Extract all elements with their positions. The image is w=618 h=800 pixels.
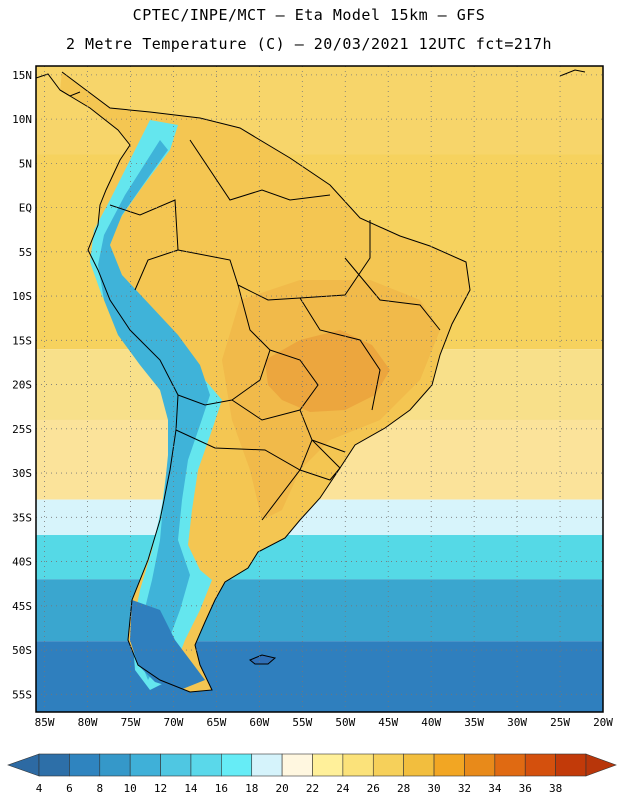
longitude-label: 65W xyxy=(206,716,226,729)
colorbar-swatch xyxy=(372,753,404,777)
longitude-label: 80W xyxy=(78,716,98,729)
latitude-label: 25S xyxy=(12,423,32,436)
longitude-label: 85W xyxy=(35,716,55,729)
latitude-label: 10N xyxy=(12,113,32,126)
colorbar-swatch xyxy=(464,753,496,777)
patagonia-cold-tip xyxy=(130,600,205,690)
colorbar-swatch xyxy=(312,753,344,777)
caribbean-islands xyxy=(559,69,586,77)
colorbar-label: 28 xyxy=(397,782,410,795)
andes-cool-band xyxy=(90,120,222,690)
longitude-label: 20W xyxy=(593,716,613,729)
longitude-label: 55W xyxy=(292,716,312,729)
colorbar-label: 14 xyxy=(184,782,198,795)
colorbar-label: 10 xyxy=(124,782,137,795)
longitude-label: 40W xyxy=(421,716,441,729)
colorbar-high-arrow xyxy=(585,753,617,777)
colorbar-label: 38 xyxy=(549,782,562,795)
latitude-label: 15S xyxy=(12,334,32,347)
map-frame xyxy=(35,65,604,713)
longitude-label: 30W xyxy=(507,716,527,729)
colorbar-swatch xyxy=(251,753,283,777)
latitude-label: 5S xyxy=(19,246,32,259)
map-title: CPTEC/INPE/MCT – Eta Model 15km – GFS xyxy=(132,6,486,24)
latitude-label: EQ xyxy=(19,202,32,215)
colorbar-swatch xyxy=(433,753,465,777)
map-panel xyxy=(36,66,603,712)
colorbar-label: 34 xyxy=(488,782,502,795)
colorbar-swatch xyxy=(160,753,192,777)
latitude-label: 50S xyxy=(12,644,32,657)
colorbar-swatch xyxy=(494,753,526,777)
colorbar-label: 4 xyxy=(36,782,43,795)
map-subtitle: 2 Metre Temperature (C) – 20/03/2021 12U… xyxy=(65,35,553,53)
colorbar-swatch xyxy=(281,753,313,777)
longitude-label: 70W xyxy=(164,716,184,729)
latitude-label: 30S xyxy=(12,467,32,480)
latitude-labels: 15N 10N 5N EQ 5S 10S 15S 20S 25S 30S 35S 40S 45S 50S 5… xyxy=(12,69,32,701)
colorbar-label: 6 xyxy=(66,782,73,795)
colorbar-swatch xyxy=(69,753,101,777)
ocean-zone-mid-ocean xyxy=(36,499,603,536)
latitude-label: 55S xyxy=(12,688,32,701)
colorbar-label: 26 xyxy=(367,782,380,795)
colorbar-swatch xyxy=(342,753,374,777)
latitude-label: 40S xyxy=(12,556,32,569)
colorbar-label: 30 xyxy=(427,782,440,795)
colorbar-label: 20 xyxy=(275,782,288,795)
colorbar-swatch xyxy=(555,753,587,777)
longitude-label: 25W xyxy=(550,716,570,729)
ocean-zone-polar-ocean xyxy=(36,641,603,712)
hot-interior-core xyxy=(265,330,390,412)
latitude-label: 35S xyxy=(12,511,32,524)
latitude-label: 5N xyxy=(19,157,32,170)
temperature-colorbar: 4 6 8 10 12 14 16 18 20 22 24 26 28 30 32 34 36 38 xyxy=(7,753,617,795)
longitude-label: 45W xyxy=(378,716,398,729)
colorbar-label: 12 xyxy=(154,782,167,795)
colorbar-label: 18 xyxy=(245,782,258,795)
latitude-label: 15N xyxy=(12,69,32,82)
longitude-label: 50W xyxy=(335,716,355,729)
ocean-zone-cool-ocean xyxy=(36,535,603,580)
latitude-label: 10S xyxy=(12,290,32,303)
andes-cold-band xyxy=(98,140,210,680)
colorbar-swatch xyxy=(99,753,131,777)
colorbar-swatch xyxy=(38,753,70,777)
longitude-label: 35W xyxy=(464,716,484,729)
colorbar-label: 8 xyxy=(96,782,103,795)
colorbar-low-arrow xyxy=(7,753,40,777)
colorbar-swatch xyxy=(129,753,161,777)
colorbar-swatch xyxy=(524,753,556,777)
colorbar-swatch xyxy=(221,753,253,777)
falkland-islands xyxy=(249,654,277,665)
colorbar-label: 22 xyxy=(306,782,319,795)
latitude-label: 20S xyxy=(12,379,32,392)
longitude-label: 60W xyxy=(249,716,269,729)
longitude-labels: 85W 80W 75W 70W 65W 60W 55W 50W 45W 40W 35W 30W 25W 2… xyxy=(35,716,614,729)
colorbar-label: 16 xyxy=(215,782,228,795)
longitude-label: 75W xyxy=(121,716,141,729)
ocean-zone-cold-ocean xyxy=(36,579,603,642)
latitude-label: 45S xyxy=(12,600,32,613)
colorbar-swatch xyxy=(403,753,435,777)
country-borders xyxy=(59,71,471,693)
colorbar-swatch xyxy=(190,753,222,777)
central-america-coast xyxy=(36,73,81,97)
colorbar-label: 24 xyxy=(336,782,350,795)
colorbar-label: 36 xyxy=(519,782,532,795)
colorbar-label: 32 xyxy=(458,782,471,795)
